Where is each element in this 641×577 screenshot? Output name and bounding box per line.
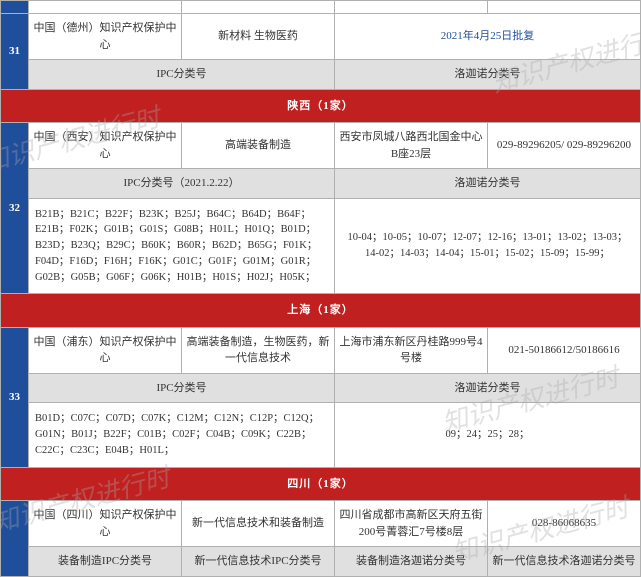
field: 新一代信息技术和装备制造 bbox=[182, 501, 335, 547]
phone: 021-50186612/50186616 bbox=[488, 327, 641, 373]
field: 高端装备制造 bbox=[182, 123, 335, 169]
locarno-codes: 09；24；25；28； bbox=[335, 403, 641, 467]
region-header-shaanxi: 陕西（1家） bbox=[1, 89, 641, 123]
region-header-shanghai: 上海（1家） bbox=[1, 294, 641, 328]
address: 四川省成都市高新区天府五街200号菁蓉汇7号楼8层 bbox=[335, 501, 488, 547]
row-number: 33 bbox=[1, 327, 29, 467]
row-number: 32 bbox=[1, 123, 29, 294]
ipc-header: IPC分类号（2021.2.22） bbox=[29, 169, 335, 199]
locarno-header: 洛迦诺分类号 bbox=[335, 60, 641, 90]
center-name: 中国（浦东）知识产权保护中心 bbox=[29, 327, 182, 373]
address: 上海市浦东新区丹桂路999号4号楼 bbox=[335, 327, 488, 373]
spacer bbox=[488, 1, 641, 14]
spacer bbox=[335, 1, 488, 14]
region-header-sichuan: 四川（1家） bbox=[1, 467, 641, 501]
field: 高端装备制造，生物医药，新一代信息技术 bbox=[182, 327, 335, 373]
center-name: 中国（西安）知识产权保护中心 bbox=[29, 123, 182, 169]
ipc-header-2: 新一代信息技术IPC分类号 bbox=[182, 547, 335, 577]
ipc-header-1: 装备制造IPC分类号 bbox=[29, 547, 182, 577]
ipc-header: IPC分类号 bbox=[29, 60, 335, 90]
approval-date: 2021年4月25日批复 bbox=[335, 14, 641, 60]
center-name: 中国（德州）知识产权保护中心 bbox=[29, 14, 182, 60]
locarno-codes: 10-04；10-05；10-07；12-07；12-16；13-01；13-0… bbox=[335, 198, 641, 294]
ipc-header: IPC分类号 bbox=[29, 373, 335, 403]
num-col-spacer bbox=[1, 1, 29, 14]
locarno-header: 洛迦诺分类号 bbox=[335, 373, 641, 403]
spacer bbox=[29, 1, 182, 14]
field: 新材料 生物医药 bbox=[182, 14, 335, 60]
phone: 028-86068635 bbox=[488, 501, 641, 547]
locarno-header-1: 装备制造洛迦诺分类号 bbox=[335, 547, 488, 577]
locarno-header: 洛迦诺分类号 bbox=[335, 169, 641, 199]
spacer bbox=[182, 1, 335, 14]
row-number: 31 bbox=[1, 14, 29, 90]
phone: 029-89296205/ 029-89296200 bbox=[488, 123, 641, 169]
ipc-codes: B21B；B21C；B22F；B23K；B25J；B64C；B64D；B64F；… bbox=[29, 198, 335, 294]
locarno-header-2: 新一代信息技术洛迦诺分类号 bbox=[488, 547, 641, 577]
center-name: 中国（四川）知识产权保护中心 bbox=[29, 501, 182, 547]
row-number bbox=[1, 501, 29, 577]
address: 西安市凤城八路西北国金中心B座23层 bbox=[335, 123, 488, 169]
ipc-codes: B01D；C07C；C07D；C07K；C12M；C12N；C12P；C12Q；… bbox=[29, 403, 335, 467]
